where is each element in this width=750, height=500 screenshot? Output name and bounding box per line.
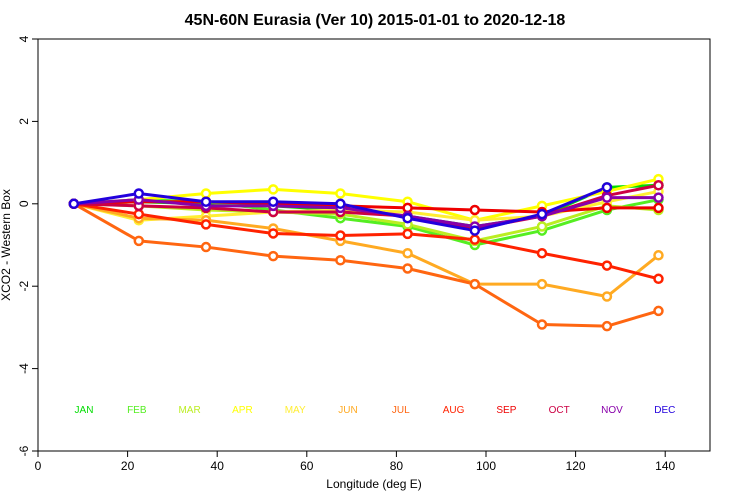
data-point-jul <box>469 278 481 290</box>
data-point-aug <box>469 234 481 245</box>
x-axis-label: Longitude (deg E) <box>326 477 421 491</box>
data-point-aug <box>267 228 279 239</box>
data-point-dec <box>133 188 145 199</box>
data-point-aug <box>402 228 413 240</box>
x-tick-label: 120 <box>566 459 586 473</box>
data-point-apr <box>200 188 212 199</box>
data-point-aug <box>601 260 613 271</box>
data-point-aug <box>133 208 145 220</box>
data-point-jun <box>536 278 548 290</box>
data-point-jul <box>267 250 279 262</box>
data-point-jul <box>335 254 346 266</box>
x-tick-label: 140 <box>655 459 675 473</box>
data-point-jul <box>402 263 413 274</box>
data-point-dec <box>402 212 413 224</box>
data-point-sep <box>469 204 481 216</box>
legend-label-sep: SEP <box>496 405 516 416</box>
data-point-aug <box>536 247 548 259</box>
legend-label-aug: AUG <box>443 405 465 416</box>
x-tick-label: 60 <box>300 459 314 473</box>
data-point-aug <box>335 230 346 241</box>
data-point-oct <box>653 180 664 191</box>
data-point-dec <box>200 196 212 207</box>
legend-label-jun: JUN <box>338 405 357 416</box>
series-markers <box>68 173 664 332</box>
plot-frame <box>37 38 711 452</box>
series-lines <box>73 177 660 328</box>
data-point-jul <box>653 305 664 317</box>
x-tick-label: 0 <box>35 459 42 473</box>
legend-label-feb: FEB <box>127 405 147 416</box>
data-point-jul <box>133 235 145 247</box>
y-tick-label: -2 <box>17 281 31 292</box>
data-point-jul <box>601 320 613 332</box>
data-point-dec <box>267 196 279 207</box>
data-point-nov <box>601 192 613 203</box>
data-point-dec <box>601 182 613 193</box>
data-point-jun <box>653 250 664 261</box>
series-line-aug <box>73 202 659 281</box>
legend-label-mar: MAR <box>178 405 200 416</box>
legend-label-jan: JAN <box>75 405 94 416</box>
x-tick-label: 80 <box>390 459 404 473</box>
data-point-dec <box>536 208 548 220</box>
data-point-mar <box>536 221 548 232</box>
x-tick-label: 100 <box>476 459 496 473</box>
data-point-apr <box>267 184 279 195</box>
data-point-sep <box>601 202 613 214</box>
legend-label-may: MAY <box>285 405 306 416</box>
data-point-jul <box>200 241 212 253</box>
axis-ticks: 0 20 40 60 80 100 120 140 -6 -4 -2 0 2 4 <box>17 35 676 473</box>
series-line-jul <box>73 202 659 328</box>
legend-label-oct: OCT <box>549 405 570 416</box>
data-point-dec <box>68 198 80 210</box>
data-point-aug <box>200 219 212 230</box>
y-tick-label: -4 <box>17 363 31 374</box>
chart-title: 45N-60N Eurasia (Ver 10) 2015-01-01 to 2… <box>185 12 566 29</box>
legend-label-jul: JUL <box>392 405 410 416</box>
y-tick-label: 0 <box>17 200 31 207</box>
data-point-sep <box>402 202 413 214</box>
data-point-sep <box>653 202 664 214</box>
x-tick-label: 20 <box>121 459 135 473</box>
data-point-jun <box>402 247 413 259</box>
y-tick-label: 2 <box>17 118 31 125</box>
data-point-nov <box>653 192 664 203</box>
y-tick-label: 4 <box>17 35 31 42</box>
data-point-apr <box>335 188 346 199</box>
legend-label-dec: DEC <box>654 405 675 416</box>
month-legend: JAN FEB MAR APR MAY JUN JUL AUG SEP OCT NOV DEC <box>75 405 676 416</box>
y-tick-label: -6 <box>17 445 31 456</box>
legend-label-nov: NOV <box>601 405 623 416</box>
legend-label-apr: APR <box>232 405 253 416</box>
data-point-dec <box>335 198 346 210</box>
x-tick-label: 40 <box>211 459 225 473</box>
y-axis-label: XCO2 - Western Box <box>0 189 13 301</box>
data-point-aug <box>653 273 664 285</box>
data-point-dec <box>469 225 481 236</box>
data-point-jun <box>601 291 613 302</box>
data-point-jul <box>536 319 548 330</box>
